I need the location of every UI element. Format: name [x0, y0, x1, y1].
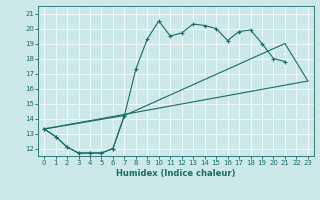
X-axis label: Humidex (Indice chaleur): Humidex (Indice chaleur): [116, 169, 236, 178]
